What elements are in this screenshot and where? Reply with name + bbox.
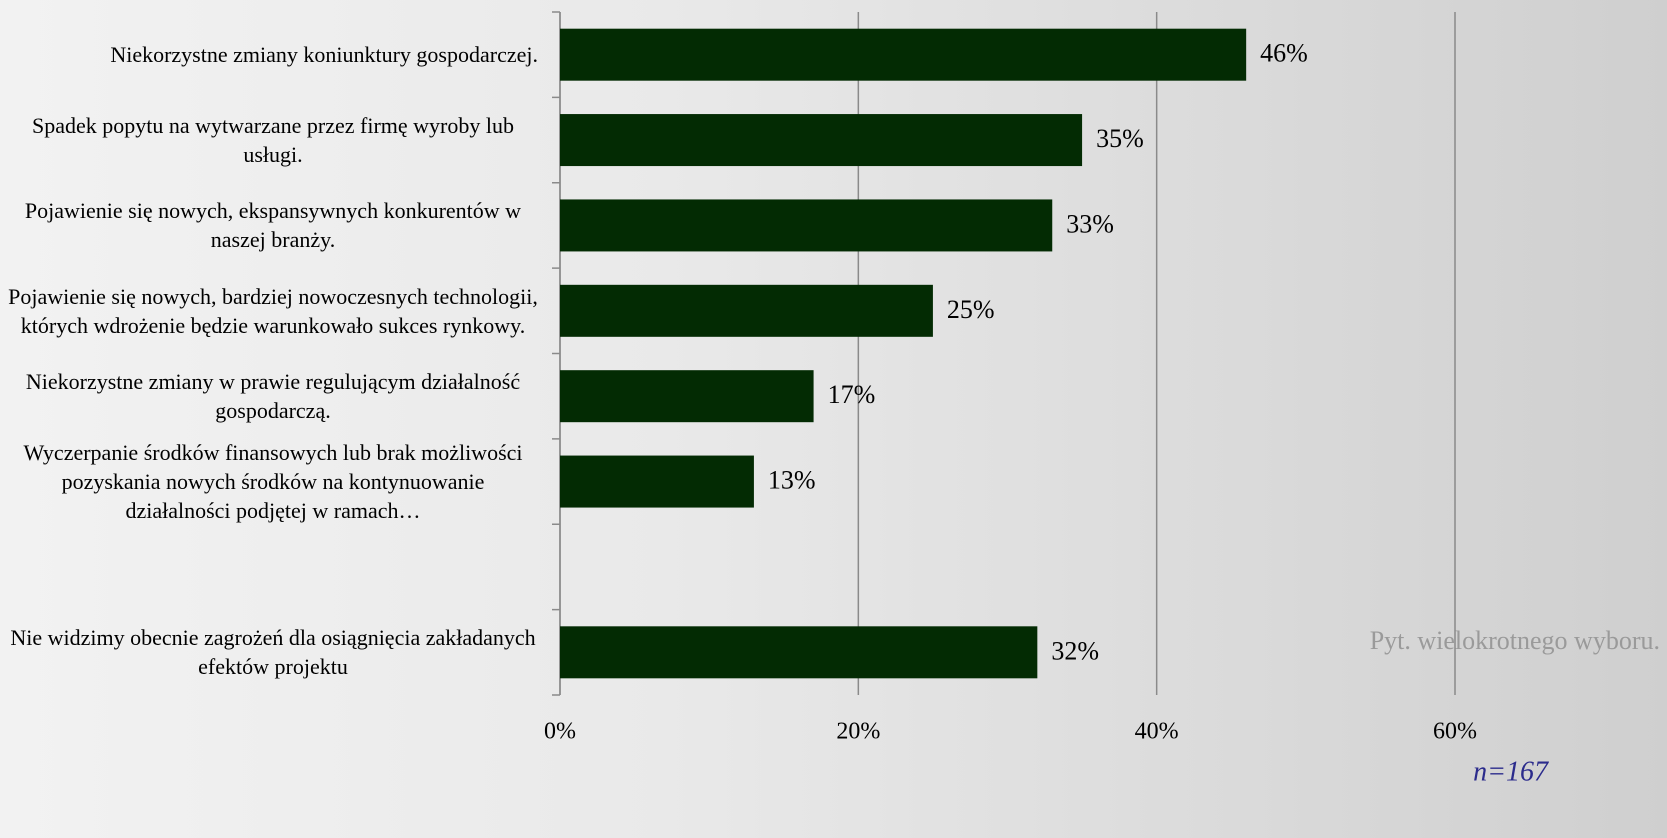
bar	[560, 28, 1247, 81]
y-tick-label: Wyczerpanie środków finansowych lub brak…	[23, 440, 523, 524]
category-label-box: Pojawienie się nowych, ekspansywnych kon…	[0, 175, 538, 275]
bar	[560, 626, 1038, 679]
value-label: 35%	[1096, 124, 1144, 153]
category-label-box: Niekorzystne zmiany koniunktury gospodar…	[0, 5, 538, 105]
note: Pyt. wielokrotnego wyboru.	[1370, 626, 1660, 655]
bar	[560, 370, 814, 423]
category-label-box: Niekorzystne zmiany w prawie regulującym…	[0, 346, 538, 446]
y-tick-label: Pojawienie się nowych, ekspansywnych kon…	[24, 198, 522, 253]
bar	[560, 284, 933, 337]
value-label: 33%	[1066, 209, 1114, 238]
bar	[560, 199, 1053, 252]
value-label: 46%	[1260, 39, 1308, 68]
value-label: 13%	[768, 466, 816, 495]
y-tick-label: Niekorzystne zmiany koniunktury gospodar…	[110, 42, 538, 68]
x-tick-label: 0%	[544, 719, 576, 745]
sample-size: n=167	[1473, 756, 1549, 787]
bar	[560, 114, 1083, 167]
y-tick-label: Nie widzimy obecnie zagrożeń dla osiągni…	[10, 625, 536, 680]
value-label: 25%	[947, 295, 995, 324]
category-label-box: Pojawienie się nowych, bardziej nowoczes…	[0, 261, 538, 361]
category-label-box: Spadek popytu na wytwarzane przez firmę …	[0, 90, 538, 190]
category-label-box: Wyczerpanie środków finansowych lub brak…	[0, 432, 538, 532]
x-tick-label: 20%	[836, 719, 880, 745]
y-tick-label: Pojawienie się nowych, bardziej nowoczes…	[8, 283, 538, 338]
bar	[560, 455, 754, 508]
value-label: 17%	[828, 380, 876, 409]
x-tick-label: 40%	[1135, 719, 1179, 745]
x-tick-label: 60%	[1433, 719, 1477, 745]
category-label-box: Nie widzimy obecnie zagrożeń dla osiągni…	[0, 602, 538, 702]
value-label: 32%	[1051, 636, 1099, 665]
y-tick-label: Niekorzystne zmiany w prawie regulującym…	[25, 369, 521, 424]
y-tick-label: Spadek popytu na wytwarzane przez firmę …	[31, 113, 514, 168]
